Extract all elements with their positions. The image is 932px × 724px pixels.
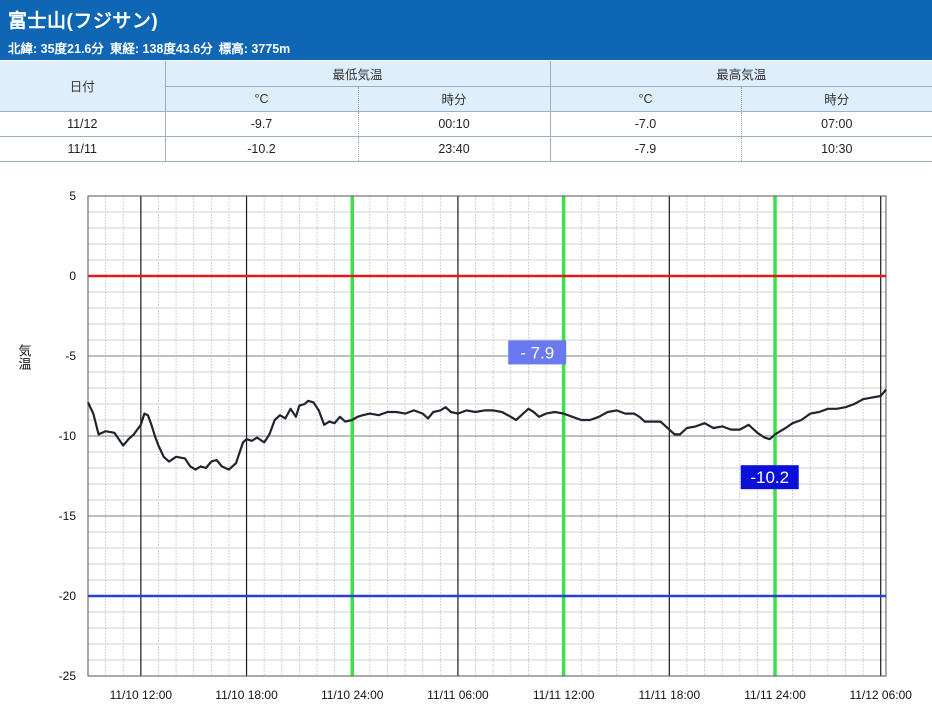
annotation-box: [740, 465, 799, 490]
row-min: -10.2: [165, 136, 358, 162]
annotation-box: [508, 340, 567, 365]
row-max-time: 07:00: [740, 111, 932, 137]
annotation-text: -10.2: [750, 468, 789, 487]
station-title: 富士山(フジサン): [8, 11, 159, 32]
x-tick-label: 11/11 24:00: [744, 688, 806, 702]
date-header: 日付: [0, 61, 166, 112]
y-axis-label: 気温: [17, 343, 32, 370]
plot-frame: [87, 195, 887, 677]
station-meta: 北緯: 35度21.6分 東経: 138度43.6分 標高: 3775m: [8, 38, 290, 57]
y-tick-label: 0: [69, 269, 76, 283]
annotation-text: - 7.9: [520, 343, 554, 362]
summary-table: 日付 最低気温 最高気温 °C 時分 °C 時分 11/12 -9.7 00:1…: [0, 61, 932, 162]
row-date: 11/11: [0, 136, 166, 162]
reference-lines: [88, 274, 886, 598]
y-tick-label: -10: [59, 429, 77, 443]
elevation: 標高: 3775m: [218, 42, 291, 56]
max-temp-header: 最高気温: [550, 61, 932, 87]
x-tick-label: 11/11 18:00: [639, 688, 701, 702]
annotation-label: -10.2: [740, 465, 799, 490]
table-row: 11/12 -9.7 00:10 -7.0 07:00: [0, 111, 932, 137]
temperature-chart: - 7.9 -10.2 5 0 -5 -10 -15 -20 -25 11/10 12:00 11…: [17, 189, 913, 702]
annotations: - 7.9 -10.2: [508, 340, 799, 490]
y-tick-label: -25: [59, 669, 77, 683]
row-min-time: 00:10: [357, 111, 551, 137]
station-header: 富士山(フジサン) 北緯: 35度21.6分 東経: 138度43.6分 標高:…: [0, 0, 932, 60]
max-time-header: 時分: [740, 86, 932, 112]
y-tick-label: -20: [59, 589, 77, 603]
x-tick-label: 11/12 06:00: [849, 688, 912, 702]
longitude: 東経: 138度43.6分: [109, 42, 213, 56]
y-tick-label: -5: [65, 349, 76, 363]
latitude: 北緯: 35度21.6分: [8, 42, 104, 56]
table-row: 11/11 -10.2 23:40 -7.9 10:30: [0, 136, 932, 162]
grid-lines: [87, 195, 887, 677]
x-tick-label: 11/11 06:00: [427, 688, 489, 702]
annotation-label: - 7.9: [508, 340, 567, 365]
row-min-time: 23:40: [357, 136, 551, 162]
row-max-time: 10:30: [740, 136, 932, 162]
y-tick-label: -15: [59, 509, 77, 523]
x-tick-label: 11/10 24:00: [321, 688, 384, 702]
min-time-header: 時分: [357, 86, 551, 112]
min-temp-header: 最低気温: [165, 61, 551, 87]
temperature-line: [87, 388, 887, 471]
row-date: 11/12: [0, 111, 166, 137]
row-min: -9.7: [165, 111, 358, 137]
row-max: -7.0: [550, 111, 741, 137]
x-tick-label: 11/10 18:00: [215, 688, 278, 702]
x-tick-label: 11/11 12:00: [533, 688, 595, 702]
x-tick-label: 11/10 12:00: [110, 688, 173, 702]
row-max: -7.9: [550, 136, 741, 162]
tick-labels: 5 0 -5 -10 -15 -20 -25 11/10 12:00 11/10 18:00 11…: [59, 189, 913, 702]
y-tick-label: 5: [69, 189, 76, 203]
series-group: [87, 388, 887, 471]
max-unit-header: °C: [550, 86, 741, 112]
min-unit-header: °C: [165, 86, 358, 112]
